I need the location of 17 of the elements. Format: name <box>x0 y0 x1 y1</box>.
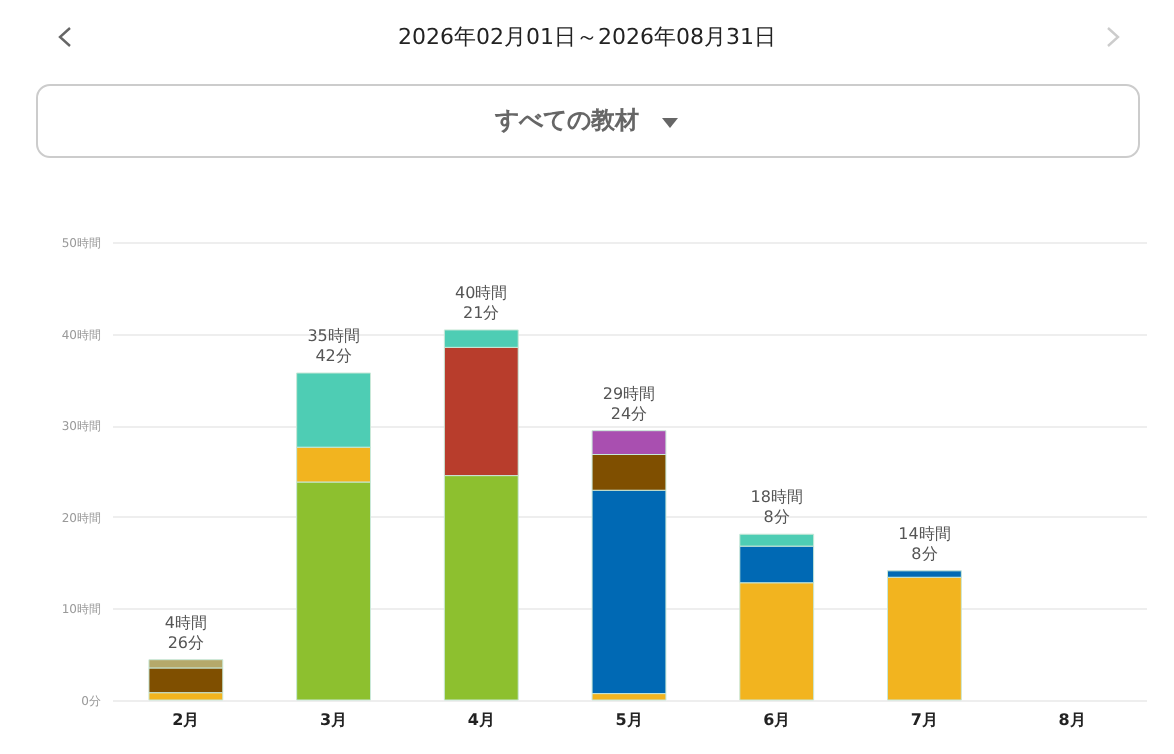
x-tick-label: 6月 <box>763 711 791 729</box>
x-tick-label: 3月 <box>319 711 348 729</box>
chart-title: 2026年02月01日～2026年08月31日 <box>396 22 778 52</box>
text: 18時間 8分 <box>750 488 803 527</box>
text: 4時間 26分 <box>164 613 207 652</box>
text: 29時間 24分 <box>602 384 656 423</box>
x-tick-label: 7月 <box>910 711 939 729</box>
x-tick-label: 8月 <box>1058 711 1086 729</box>
x-tick-label: 5月 <box>615 711 643 729</box>
text: 14時間 8分 <box>898 524 951 563</box>
bar <box>148 667 224 694</box>
chart-subtitle: すべての教材 <box>493 104 641 138</box>
x-tick-label: 4月 <box>467 711 495 729</box>
bar <box>887 576 962 701</box>
text: 40時間 21分 <box>455 283 508 322</box>
x-tick-label: 2月 <box>172 711 200 729</box>
text: 35時間 42分 <box>307 326 360 365</box>
